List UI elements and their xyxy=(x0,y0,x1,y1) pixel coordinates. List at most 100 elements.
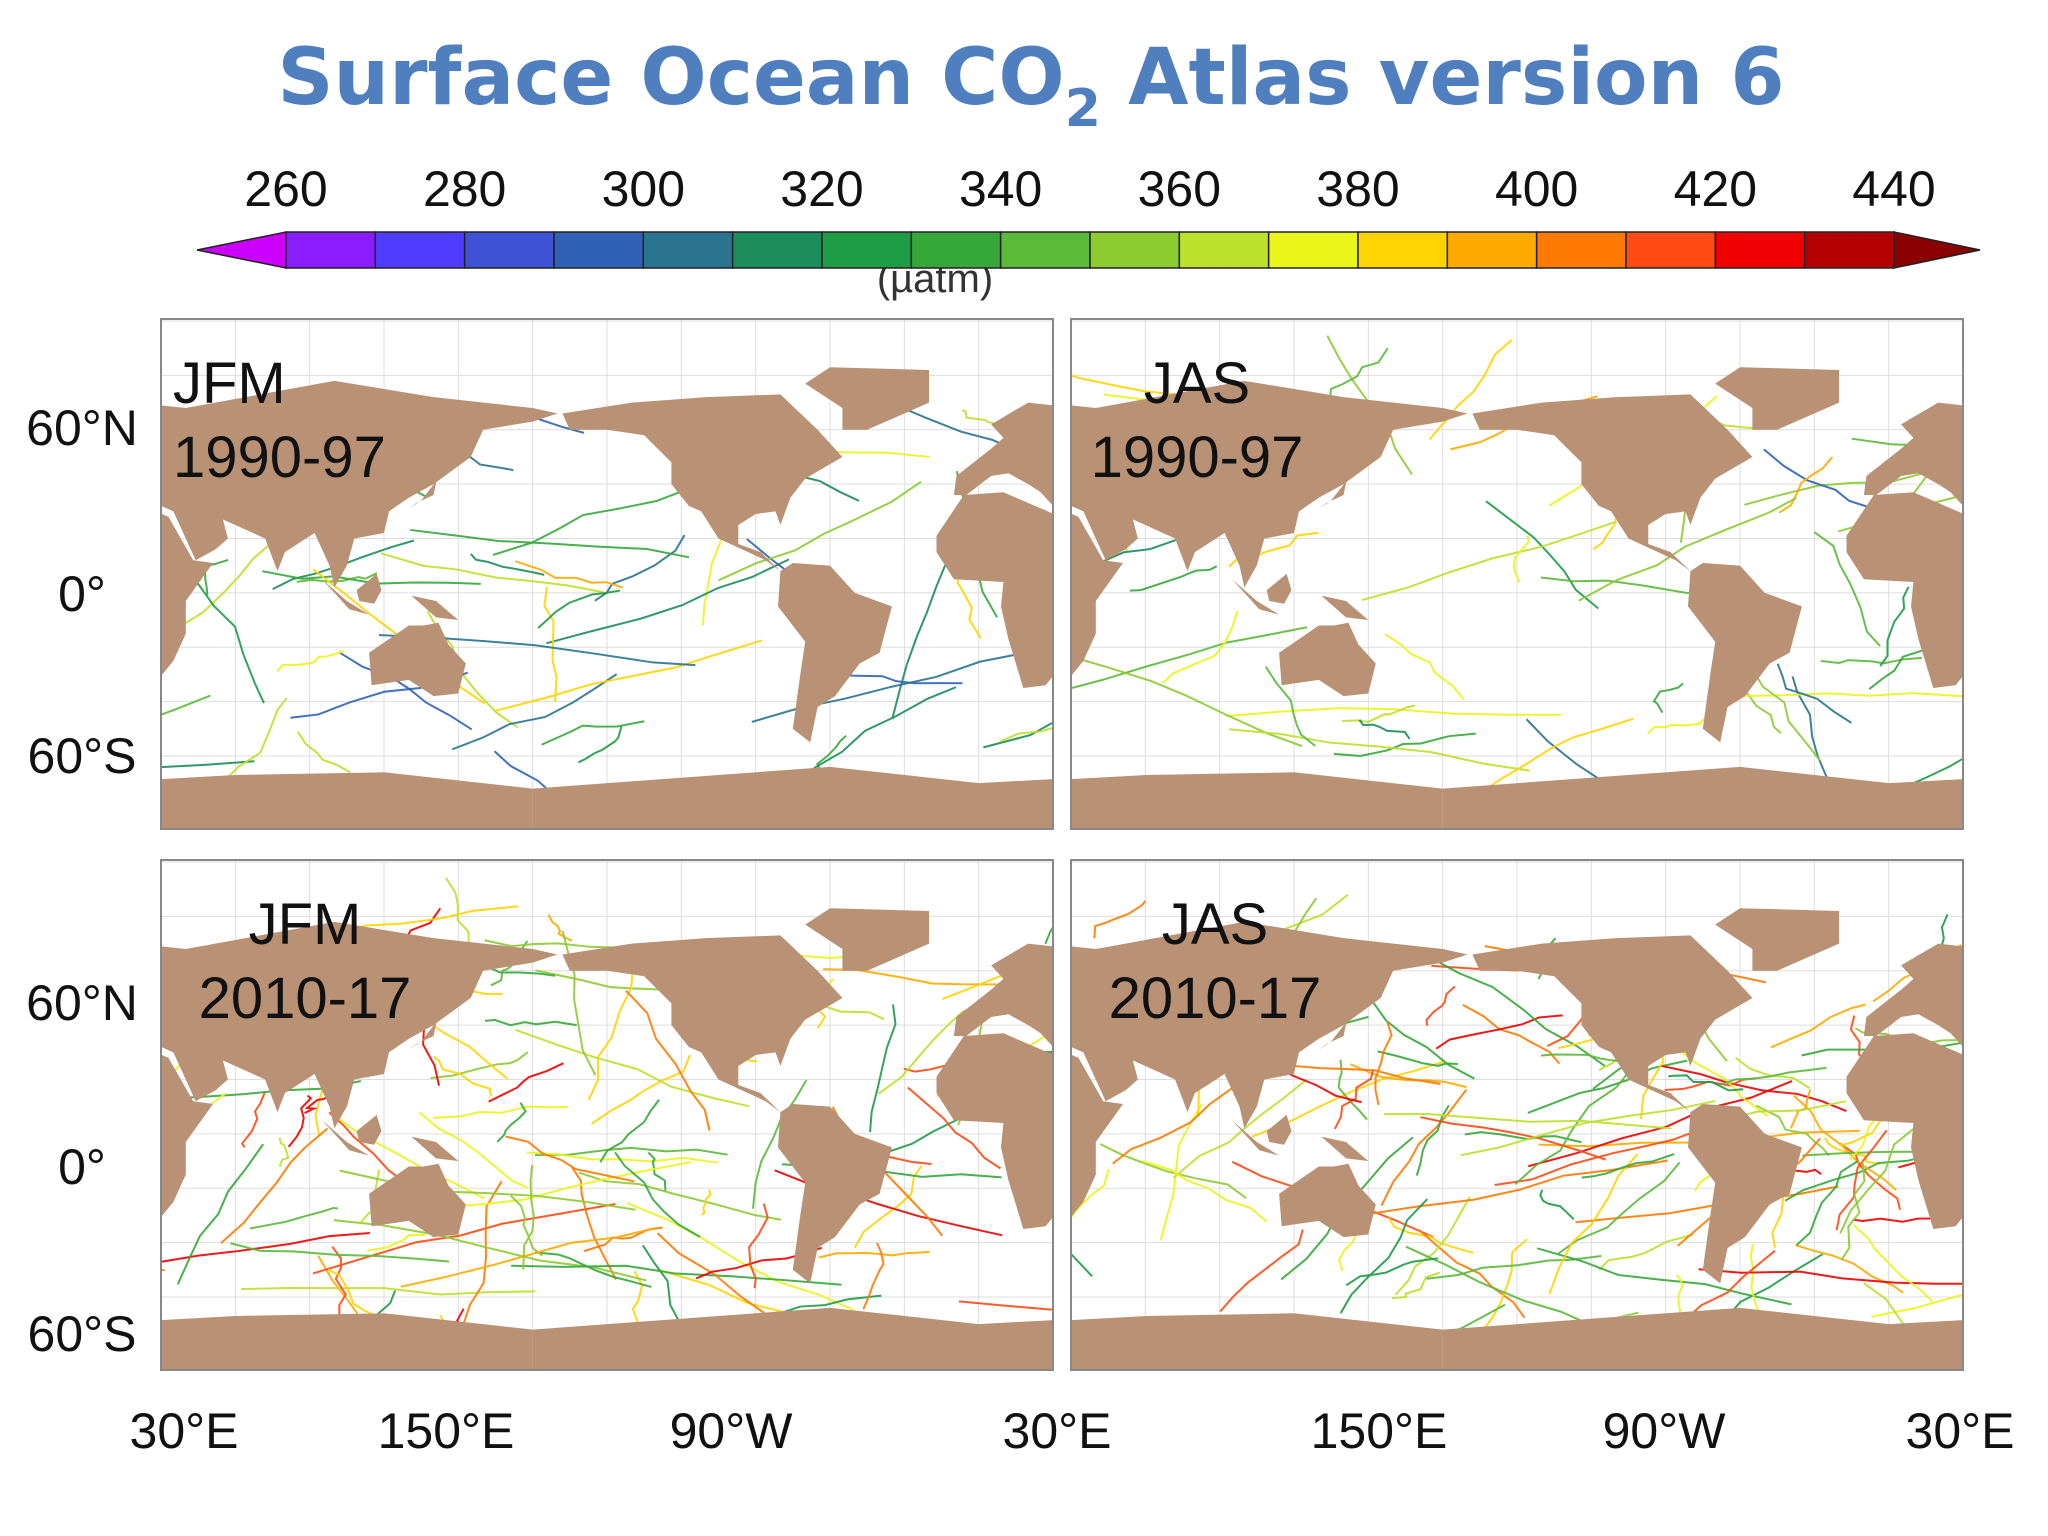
colorbar-tick-label: 440 xyxy=(1852,161,1935,217)
ship-track xyxy=(1334,734,1476,756)
ship-track xyxy=(1559,1162,1680,1253)
ship-track xyxy=(1486,501,1598,608)
ship-track xyxy=(1582,1154,1675,1178)
colorbar-box xyxy=(285,231,377,269)
ship-track xyxy=(298,732,350,773)
ship-track xyxy=(1463,1005,1560,1064)
title-text-after: Atlas version 6 xyxy=(1101,33,1785,123)
ship-track xyxy=(461,1181,501,1331)
land xyxy=(953,402,1053,506)
ship-track xyxy=(495,640,762,710)
ship-track xyxy=(1778,664,1852,723)
panel-season: JAS xyxy=(1162,892,1268,957)
ship-track xyxy=(1477,719,1633,795)
land xyxy=(1071,513,1124,677)
ship-track xyxy=(1802,1152,2038,1163)
colorbar-box xyxy=(1267,231,1359,269)
ship-track xyxy=(870,1004,895,1132)
lat-label: 60°S xyxy=(28,1306,137,1362)
map-panel xyxy=(1063,319,2024,829)
colorbar-tick-label: 260 xyxy=(244,161,327,217)
ship-track xyxy=(1739,693,2024,698)
panel-season: JAS xyxy=(1144,351,1250,416)
ship-track xyxy=(505,1137,634,1182)
ship-track xyxy=(1648,718,1706,733)
land xyxy=(532,766,1053,829)
land xyxy=(1863,402,1963,506)
land xyxy=(1321,595,1369,621)
lon-label: 30°E xyxy=(130,1403,239,1459)
ship-track xyxy=(381,553,604,592)
ship-track xyxy=(277,651,344,671)
ship-track xyxy=(1436,1015,1563,1048)
land xyxy=(1071,921,1468,1129)
lon-label: 90°W xyxy=(670,1403,794,1459)
land xyxy=(0,908,55,971)
ship-track xyxy=(1515,1068,1631,1184)
ship-track xyxy=(1540,1190,1573,1219)
land xyxy=(161,1054,214,1218)
land xyxy=(0,908,37,971)
panel-years: 2010-17 xyxy=(1109,966,1322,1031)
panel-season: JFM xyxy=(249,892,362,957)
land xyxy=(161,380,558,588)
ship-track xyxy=(1341,1199,1428,1313)
land xyxy=(953,943,1053,1047)
ship-track xyxy=(819,1252,930,1258)
ship-track xyxy=(446,878,469,946)
panel-season: JFM xyxy=(173,351,286,416)
colorbar-box xyxy=(910,231,1002,269)
ship-track xyxy=(1385,634,1464,699)
ship-track xyxy=(648,1153,665,1192)
ship-track xyxy=(1346,1258,1438,1285)
ship-track xyxy=(1094,901,1145,938)
ship-track xyxy=(511,1196,543,1256)
ship-track xyxy=(1226,708,1561,716)
land xyxy=(1071,380,1468,588)
ship-track xyxy=(142,762,161,823)
land xyxy=(408,1011,439,1050)
ship-track xyxy=(579,1173,781,1220)
colorbar-box xyxy=(1625,231,1717,269)
colorbar-over xyxy=(1893,231,1981,269)
ship-track xyxy=(221,1128,328,1243)
title-subscript: 2 xyxy=(1065,79,1101,139)
land xyxy=(161,772,533,829)
ship-track xyxy=(1382,1090,1467,1206)
ship-track xyxy=(410,530,689,557)
lon-label: 150°E xyxy=(378,1403,515,1459)
ship-track xyxy=(983,657,1206,748)
ship-track xyxy=(1365,1160,1668,1214)
ship-track xyxy=(1063,627,1307,690)
ship-track xyxy=(336,1116,485,1198)
ship-track xyxy=(1163,611,1238,683)
ship-track xyxy=(1794,1096,1896,1191)
ship-track xyxy=(1821,658,1922,663)
land xyxy=(1266,1114,1292,1145)
ship-track xyxy=(452,674,616,749)
lat-label: 0° xyxy=(58,1139,106,1195)
ship-track xyxy=(1756,1105,1829,1155)
colorbar-under xyxy=(196,231,287,269)
land xyxy=(1071,1054,1124,1218)
ship-track xyxy=(1142,1161,1266,1221)
ship-track xyxy=(546,559,789,643)
ship-track xyxy=(1514,536,1529,582)
ship-track xyxy=(433,1106,568,1117)
map-panel xyxy=(0,860,2038,1370)
land xyxy=(777,562,892,743)
ship-track xyxy=(1661,1066,1847,1111)
land xyxy=(1279,1163,1376,1238)
ship-track xyxy=(1722,1068,1827,1084)
land xyxy=(562,394,843,572)
lon-label: 150°E xyxy=(1311,1403,1448,1459)
ship-track xyxy=(626,991,710,1131)
ship-track xyxy=(250,1208,338,1229)
ship-track xyxy=(192,562,264,703)
ship-track xyxy=(1350,1064,1466,1087)
land xyxy=(1687,1103,1802,1284)
ship-track xyxy=(1335,1070,1373,1129)
ship-track xyxy=(493,492,681,555)
ship-track xyxy=(1771,1005,1866,1048)
ship-track xyxy=(791,687,956,786)
